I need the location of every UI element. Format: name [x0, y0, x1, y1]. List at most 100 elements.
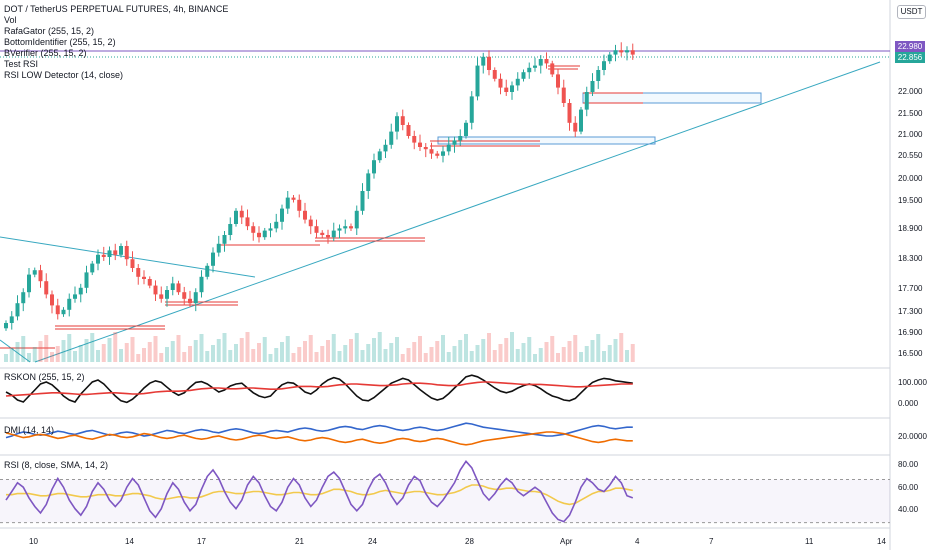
volume-bar [239, 338, 244, 362]
volume-bar [435, 341, 440, 362]
candle-body [50, 294, 54, 306]
volume-bar [153, 336, 158, 362]
volume-bar [469, 351, 474, 362]
volume-bar [170, 341, 175, 362]
candle-body [383, 144, 388, 152]
candle-body [38, 270, 43, 282]
candle-body [331, 230, 336, 238]
candle-body [360, 191, 365, 211]
rsi-tick: 60.00 [898, 483, 919, 492]
volume-bar [504, 338, 509, 362]
pane-label-rskon[interactable]: RSKON (255, 15, 2) [4, 372, 85, 382]
candle-body [222, 235, 227, 244]
price-tick: 16.900 [898, 328, 923, 337]
candle-body [510, 85, 514, 92]
volume-bar [245, 332, 250, 362]
candle-body [101, 254, 106, 257]
volume-bar [27, 353, 31, 362]
volume-bar [372, 338, 376, 362]
volume-bar [349, 339, 353, 362]
rsi-tick: 40.00 [898, 505, 919, 514]
price-tick: 16.500 [898, 349, 923, 358]
candle-body [159, 294, 164, 299]
candle-body [533, 65, 537, 68]
volume-bar [383, 349, 388, 362]
volume-bar [303, 341, 307, 362]
chart-title[interactable]: DOT / TetherUS PERPETUAL FUTURES, 4h, BI… [4, 4, 229, 14]
candle-body [228, 224, 233, 235]
volume-bar [32, 347, 37, 362]
candle-body [561, 87, 566, 103]
candle-body [349, 226, 353, 229]
volume-bar [521, 343, 526, 362]
candle-body [297, 199, 302, 211]
candle-body [487, 56, 491, 70]
candle-body [21, 292, 26, 304]
candle-body [90, 263, 95, 273]
candle-body [400, 116, 405, 125]
volume-bar [291, 353, 296, 362]
candle-body [441, 151, 445, 156]
candle-body [556, 74, 560, 88]
candle-body [61, 309, 66, 315]
candle-body [429, 149, 434, 154]
volume-bar [360, 350, 365, 362]
legend-item-bverifier[interactable]: BVerifier (255, 15, 2) [4, 48, 87, 58]
volume-bar [90, 333, 95, 362]
volume-bar [429, 347, 434, 362]
candle-body [607, 54, 612, 62]
candle-body [389, 131, 394, 145]
candle-body [590, 81, 595, 92]
legend-item-bottomidentifier[interactable]: BottomIdentifier (255, 15, 2) [4, 37, 116, 47]
candle-body [423, 147, 428, 150]
trendline-left [0, 339, 31, 363]
candle-body [199, 276, 204, 293]
volume-bar [366, 344, 371, 362]
candle-body [515, 78, 520, 86]
time-tick: 7 [709, 537, 714, 546]
time-tick: 11 [805, 537, 814, 546]
candle-body [596, 70, 601, 81]
volume-bar [38, 341, 43, 362]
candle-body [458, 136, 463, 141]
candle-body [354, 210, 359, 229]
legend-item-test-rsi[interactable]: Test RSI [4, 59, 39, 69]
candle-body [211, 252, 215, 266]
volume-bar [418, 336, 422, 362]
volume-bar [561, 347, 566, 362]
candle-body [193, 292, 198, 304]
candle-body [73, 294, 77, 299]
candle-body [343, 226, 348, 229]
currency-button[interactable]: USDT [897, 5, 926, 19]
volume-bar [199, 334, 204, 362]
volume-bar [262, 337, 267, 362]
volume-bar [55, 346, 60, 362]
legend-item-vol[interactable]: Vol [4, 15, 17, 25]
volume-bar [400, 354, 405, 362]
time-tick: 4 [635, 537, 640, 546]
volume-bar [596, 334, 601, 362]
candle-body [418, 142, 422, 147]
legend-item-rsi-low-detector[interactable]: RSI LOW Detector (14, close) [4, 70, 124, 80]
pane-label-dmi[interactable]: DMI (14, 14) [4, 425, 55, 435]
candle-body [303, 210, 307, 220]
candle-body [492, 70, 497, 79]
volume-bar [280, 342, 284, 362]
volume-bar [251, 349, 256, 362]
legend-item-rafagator[interactable]: RafaGator (255, 15, 2) [4, 26, 95, 36]
volume-bar [331, 334, 336, 362]
demand-zone-box [582, 92, 762, 104]
volume-bar [211, 345, 215, 362]
volume-bar [274, 348, 279, 362]
candle-body [78, 287, 83, 295]
price-tick: 18.900 [898, 224, 923, 233]
candle-body [475, 65, 480, 97]
volume-bar [337, 351, 342, 362]
candle-body [44, 281, 49, 295]
volume-bar [222, 333, 227, 362]
pane-label-rsi[interactable]: RSI (8, close, SMA, 14, 2) [4, 460, 109, 470]
volume-bar [510, 332, 514, 362]
volume-bar [406, 348, 411, 362]
volume-bar [96, 350, 100, 362]
